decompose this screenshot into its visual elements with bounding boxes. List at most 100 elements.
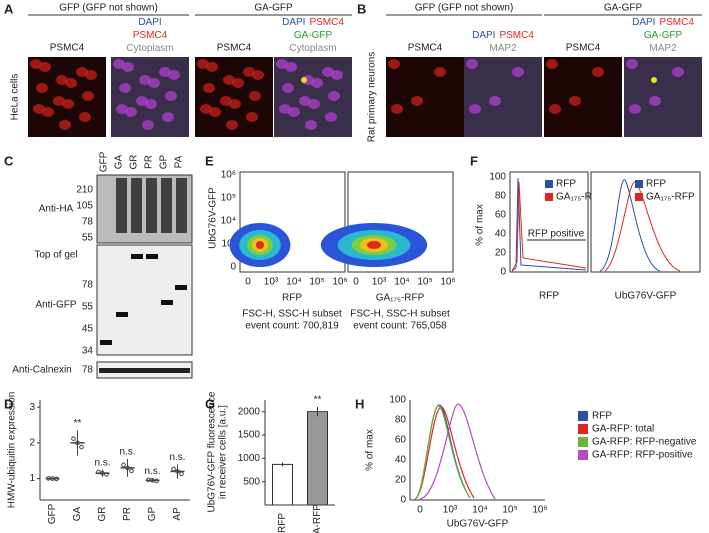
- channel-word: GA-GFP: [294, 30, 333, 41]
- cell: [122, 62, 134, 72]
- blot-label: Anti-GFP: [35, 300, 76, 311]
- y-tick-label: 20: [495, 248, 507, 259]
- cell: [672, 67, 684, 77]
- x-tick-label: 10⁴: [286, 277, 301, 288]
- point: [129, 468, 134, 474]
- x-tick-label: GR: [97, 507, 108, 522]
- aggregate: [301, 77, 307, 83]
- point: [104, 472, 109, 477]
- x-tick-label: GA-RFP: [312, 504, 323, 533]
- y-tick-label: 2: [29, 437, 35, 448]
- density: [256, 241, 264, 249]
- x-tick-label: AP: [172, 507, 183, 521]
- y-tick-label: 60: [495, 210, 507, 221]
- cell: [469, 104, 481, 114]
- x-tick-label: 0: [353, 277, 359, 288]
- cell: [331, 70, 343, 80]
- y-tick-label: 0: [400, 495, 406, 506]
- point: [54, 476, 59, 482]
- y-tick-label: 1: [29, 473, 35, 484]
- x-tick-label: 10⁵: [417, 277, 432, 288]
- cell: [308, 99, 320, 109]
- cell: [206, 62, 218, 72]
- panel-label: F: [470, 153, 478, 168]
- cell: [328, 91, 340, 101]
- x-tick-label: PR: [122, 507, 133, 521]
- cell: [165, 91, 177, 101]
- x-tick-label: 10³: [443, 505, 458, 516]
- x-tick-label: 10⁵: [502, 505, 517, 516]
- y-tick-label: 0: [230, 262, 236, 273]
- channel-label: MAP2: [489, 43, 517, 54]
- x-tick-label: GA: [72, 506, 83, 521]
- bar: [272, 463, 293, 506]
- band: [131, 254, 143, 259]
- cell: [220, 96, 232, 106]
- panel-label: D: [4, 396, 13, 411]
- x-tick-label: 10⁴: [394, 277, 409, 288]
- histogram: [414, 405, 471, 500]
- micrograph: [624, 57, 702, 137]
- channel-label: PSMC4: [133, 30, 168, 41]
- group-header: GFP (GFP not shown): [59, 3, 158, 14]
- cell: [512, 67, 524, 77]
- micrograph: [544, 57, 622, 137]
- channel-label: Cytoplasm: [289, 43, 336, 54]
- cell: [159, 67, 171, 77]
- mw-marker: 78: [82, 217, 94, 228]
- cell: [466, 59, 478, 69]
- cell: [629, 104, 641, 114]
- group-header: GA-GFP: [604, 3, 643, 14]
- mw-marker: 78: [82, 365, 94, 376]
- cell: [232, 78, 244, 88]
- point: [125, 465, 130, 471]
- caption: event count: 700,819: [245, 321, 339, 332]
- cell: [305, 120, 317, 130]
- cell: [282, 83, 294, 93]
- cell: [116, 104, 128, 114]
- point: [100, 470, 105, 476]
- legend-label: RFP: [646, 179, 666, 190]
- cell: [203, 83, 215, 93]
- channel-word: Cytoplasm: [126, 43, 173, 54]
- blot: [96, 244, 193, 356]
- caption: event count: 765,058: [353, 321, 447, 332]
- legend-swatch: [635, 180, 643, 188]
- cell: [592, 67, 604, 77]
- cell: [434, 67, 446, 77]
- y-tick-label: 500: [243, 476, 260, 487]
- y-tick-label: 0: [500, 267, 506, 278]
- axis-label: in receiver cells [a.u.]: [218, 405, 229, 499]
- panel-label: C: [4, 153, 14, 168]
- histogram: [414, 404, 471, 500]
- channel-label: MAP2: [649, 43, 677, 54]
- y-tick-label: 1000: [238, 453, 261, 464]
- cell: [56, 75, 68, 85]
- channel-label: DAPI: [138, 17, 161, 28]
- channel-label: DAPI PSMC4: [282, 17, 344, 28]
- x-tick-label: 0: [245, 277, 251, 288]
- channel-label: GA-GFP: [294, 30, 333, 41]
- lane-label: GP: [159, 154, 170, 169]
- legend-swatch: [578, 424, 588, 434]
- row-label: Rat primary neurons: [367, 52, 378, 143]
- legend-label: GA-RFP: RFP-negative: [592, 437, 697, 448]
- cell: [489, 96, 501, 106]
- blot-label: Anti-HA: [39, 204, 74, 215]
- lane-label: PR: [144, 155, 155, 169]
- point: [75, 440, 80, 446]
- mw-marker: 55: [82, 233, 94, 244]
- cell: [299, 96, 311, 106]
- x-tick-label: 10³: [264, 277, 279, 288]
- point: [79, 444, 84, 450]
- cell: [249, 91, 261, 101]
- histogram: [419, 403, 496, 500]
- channel-word: MAP2: [489, 43, 517, 54]
- channel-label: DAPI PSMC4: [472, 30, 534, 41]
- channel-label: PSMC4: [217, 43, 252, 54]
- group-header: GA-GFP: [254, 3, 293, 14]
- annotation: n.s.: [169, 452, 185, 463]
- x-tick-label: 10⁵: [309, 277, 324, 288]
- cell: [276, 59, 288, 69]
- cell: [162, 112, 174, 122]
